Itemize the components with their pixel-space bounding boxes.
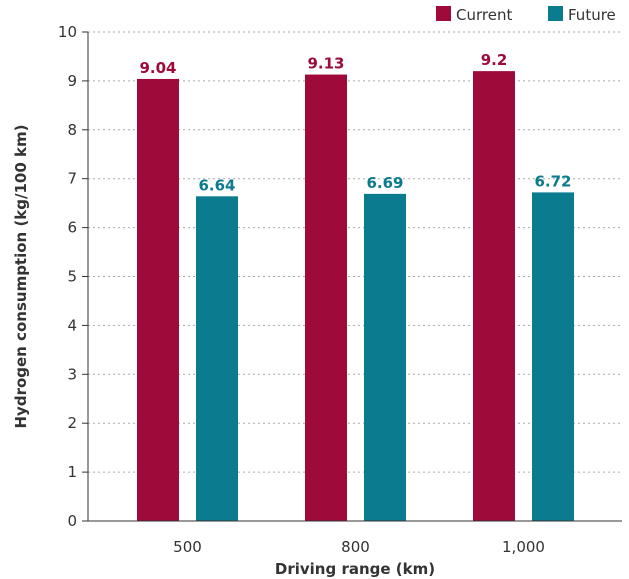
y-tick-label: 7 [67,170,77,188]
y-tick-label: 9 [67,72,77,90]
y-axis-title: Hydrogen consumption (kg/100 km) [12,125,30,429]
bars [137,71,574,522]
data-labels: 9.04 6.64 9.13 6.69 9.2 6.72 [139,51,571,194]
data-label-future: 6.72 [534,172,571,190]
data-label-future: 6.69 [366,174,403,192]
data-label-future: 6.64 [198,176,235,194]
legend: Current Future [436,6,616,24]
x-tick-label: 800 [341,538,370,556]
y-axis-ticks: 0 1 2 3 4 5 6 7 8 9 10 [58,23,88,530]
bar-current [473,71,515,522]
x-axis-ticks: 500 800 1,000 [173,538,545,556]
bar-current [305,74,347,521]
y-tick-label: 1 [67,463,77,481]
data-label-current: 9.2 [481,51,508,69]
legend-swatch-current [436,6,451,21]
data-label-current: 9.04 [139,59,176,77]
y-tick-label: 2 [67,414,77,432]
bar-current [137,78,179,521]
y-tick-label: 3 [67,365,77,383]
y-tick-label: 6 [67,219,77,237]
bar-future [196,196,238,521]
y-tick-label: 0 [67,512,77,530]
x-tick-label: 1,000 [502,538,545,556]
bar-future [532,192,574,521]
y-tick-label: 8 [67,121,77,139]
x-axis-title: Driving range (km) [275,560,435,578]
legend-label-future: Future [568,6,616,24]
x-tick-label: 500 [173,538,202,556]
legend-swatch-future [548,6,563,21]
bar-future [364,193,406,521]
legend-label-current: Current [456,6,512,24]
data-label-current: 9.13 [307,55,344,73]
y-tick-label: 5 [67,268,77,286]
y-tick-label: 10 [58,23,77,41]
y-tick-label: 4 [67,316,77,334]
